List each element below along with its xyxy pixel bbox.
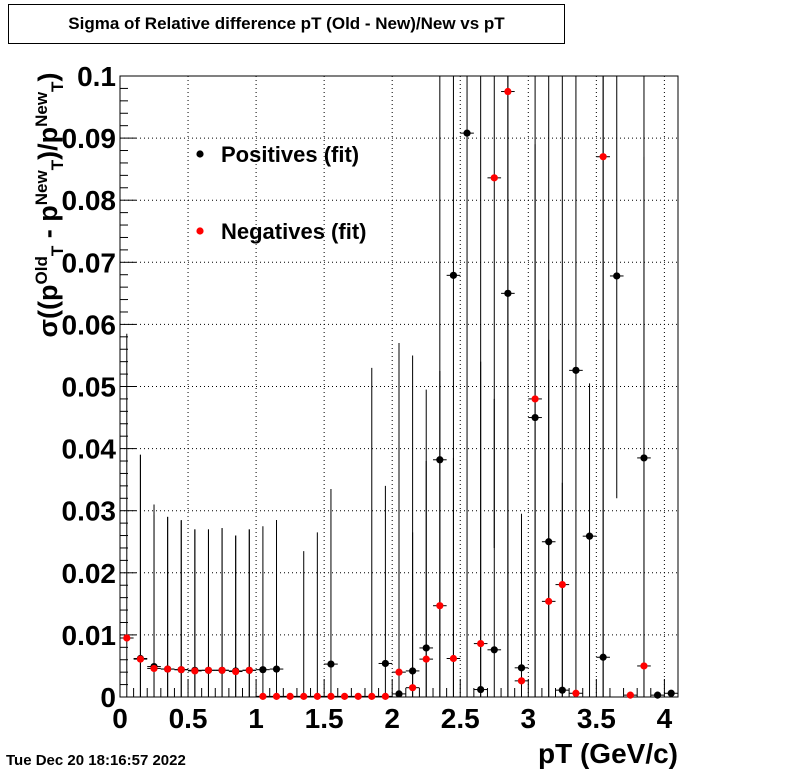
data-point — [327, 692, 335, 700]
y-tick-label: 0.06 — [62, 309, 117, 340]
x-tick-label: 3.5 — [577, 703, 616, 734]
data-point — [422, 655, 430, 663]
data-point — [477, 639, 485, 648]
data-point — [436, 456, 444, 464]
data-point — [613, 272, 621, 280]
x-tick-label: 2.5 — [441, 703, 480, 734]
x-tick-label: 3 — [521, 703, 537, 734]
chart-title: Sigma of Relative difference pT (Old - N… — [8, 4, 565, 44]
data-point — [245, 666, 253, 674]
data-point — [558, 686, 566, 694]
data-point — [640, 662, 648, 670]
axis-ticks: 0 0.5 1 1.5 2 2.5 3 3.5 4 0 0.01 0.02 0.03 0.04 0.05 0.… — [62, 61, 679, 734]
x-tick-label: 0.5 — [169, 703, 208, 734]
data-point — [409, 684, 417, 692]
y-tick-label: 0.09 — [62, 123, 117, 154]
data-point — [123, 634, 131, 642]
data-point — [545, 597, 553, 605]
data-point — [640, 454, 648, 462]
data-point — [395, 690, 403, 698]
data-point — [504, 87, 512, 96]
y-tick-label: 0.03 — [62, 496, 117, 527]
data-point — [626, 691, 634, 699]
legend-entry: Negatives (fit) — [221, 219, 366, 244]
data-point — [395, 668, 403, 676]
data-point — [531, 413, 539, 422]
y-axis-label: σ((pOldT - pNewT)/pNewT) — [31, 72, 68, 338]
data-point — [259, 692, 267, 700]
y-tick-label: 0.04 — [62, 434, 117, 465]
data-point — [667, 689, 675, 697]
data-point — [354, 692, 362, 700]
grid-lines — [120, 76, 678, 697]
data-point — [150, 664, 158, 673]
data-point — [477, 685, 485, 694]
data-point — [599, 153, 607, 161]
x-axis-label: pT (GeV/c) — [537, 738, 678, 769]
data-point — [381, 692, 389, 700]
x-tick-label: 1 — [248, 703, 264, 734]
data-point — [449, 654, 458, 663]
data-point — [463, 129, 471, 137]
timestamp: Tue Dec 20 18:16:57 2022 — [6, 752, 186, 769]
y-tick-label: 0.1 — [77, 61, 116, 92]
data-point — [572, 689, 580, 697]
data-point — [272, 665, 281, 673]
legend-marker — [196, 227, 204, 235]
data-point — [164, 665, 172, 673]
data-point — [381, 659, 389, 668]
data-point — [136, 655, 145, 663]
data-point — [449, 271, 458, 279]
y-tick-label: 0 — [100, 682, 116, 713]
y-tick-label: 0.07 — [62, 247, 117, 278]
data-point — [653, 691, 662, 699]
data-point — [368, 692, 376, 700]
data-point — [436, 602, 444, 610]
x-tick-label: 4 — [657, 703, 673, 734]
data-point — [585, 532, 594, 540]
data-point — [490, 646, 498, 654]
data-point — [286, 692, 294, 700]
legend: Positives (fit) Negatives (fit) — [196, 142, 366, 244]
data-point — [490, 174, 498, 182]
y-tick-label: 0.05 — [62, 372, 117, 403]
data-point — [272, 692, 281, 700]
data-point — [327, 660, 335, 668]
data-point — [300, 692, 308, 700]
data-point — [177, 666, 185, 674]
data-point — [218, 666, 226, 674]
data-point — [531, 395, 539, 403]
data-point — [558, 580, 566, 589]
y-tick-label: 0.01 — [62, 620, 117, 651]
data-point — [504, 289, 512, 297]
data-point — [204, 666, 213, 674]
y-tick-label: 0.08 — [62, 185, 117, 216]
legend-marker — [196, 150, 204, 158]
data-point — [517, 677, 526, 685]
data-point — [340, 692, 349, 700]
data-point — [599, 653, 607, 661]
data-point — [422, 644, 430, 652]
legend-entry: Positives (fit) — [221, 142, 359, 167]
data-point — [517, 664, 526, 672]
data-point — [232, 667, 240, 676]
data-point — [545, 538, 553, 546]
data-point — [313, 692, 321, 700]
data-point — [572, 366, 580, 374]
x-tick-label: 1.5 — [305, 703, 344, 734]
data-point — [191, 667, 199, 675]
x-tick-label: 0 — [112, 703, 128, 734]
data-point — [259, 666, 267, 674]
data-point — [409, 667, 417, 675]
data-points — [123, 87, 675, 700]
y-tick-label: 0.02 — [62, 558, 117, 589]
x-tick-label: 2 — [384, 703, 400, 734]
error-bars — [120, 76, 678, 697]
